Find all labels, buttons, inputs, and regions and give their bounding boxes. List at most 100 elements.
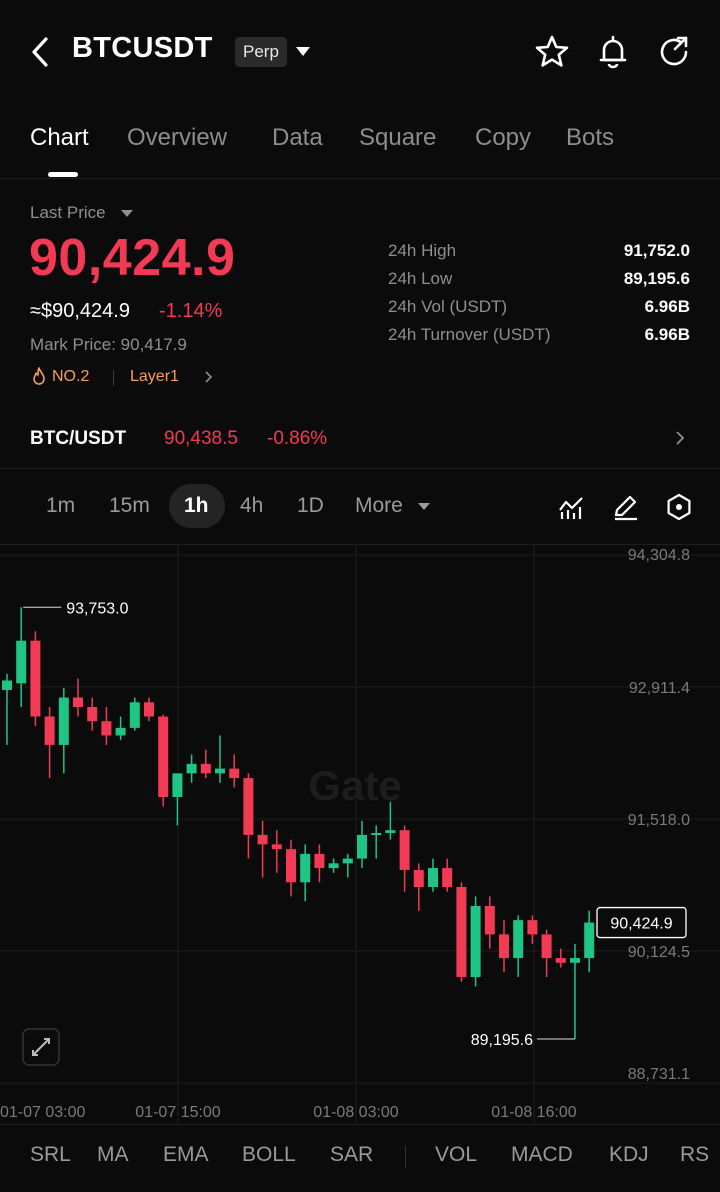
interval-15m[interactable]: 15m: [109, 494, 150, 517]
star-icon[interactable]: [534, 34, 570, 70]
indicator-srl[interactable]: SRL: [30, 1143, 71, 1166]
interval-1h[interactable]: 1h: [184, 494, 209, 517]
candle-body: [158, 716, 169, 798]
candle-body: [129, 702, 140, 728]
price-change: -1.14%: [159, 300, 223, 322]
contract-type-badge[interactable]: Perp: [235, 37, 287, 67]
stat-label: 24h High: [388, 241, 457, 260]
divider: [405, 1146, 406, 1168]
spot-pair[interactable]: BTC/USDT: [30, 428, 127, 449]
candle-body: [172, 773, 183, 798]
interval-4h[interactable]: 4h: [240, 494, 264, 517]
candle-body: [73, 697, 83, 708]
candle-body: [2, 680, 12, 690]
tab-data[interactable]: Data: [272, 124, 323, 151]
candle-body: [584, 922, 595, 959]
candle-body: [385, 830, 396, 834]
chevron-down-icon[interactable]: [418, 503, 430, 510]
spot-change[interactable]: -0.86%: [267, 428, 328, 449]
candle-body: [413, 869, 424, 888]
stat-label: 24h Turnover (USDT): [388, 325, 551, 344]
candle-body: [300, 853, 311, 883]
y-tick-label: 92,911.4: [629, 680, 690, 697]
draw-pencil-icon[interactable]: [611, 492, 641, 522]
indicator-kdj[interactable]: KDJ: [609, 1143, 649, 1166]
candle-body: [442, 868, 453, 888]
category-tag[interactable]: Layer1: [130, 368, 179, 385]
pair-title[interactable]: BTCUSDT: [72, 32, 213, 64]
indicator-macd[interactable]: MACD: [511, 1143, 573, 1166]
divider: [0, 468, 720, 469]
usd-price: ≈$90,424.9: [30, 300, 130, 322]
last-price-tag-label: 90,424.9: [610, 916, 672, 933]
candle-body: [186, 763, 197, 774]
tab-copy[interactable]: Copy: [475, 124, 532, 151]
x-tick-label: 01-08 03:00: [313, 1104, 399, 1121]
candle-body: [357, 834, 367, 859]
last-price-label[interactable]: Last Price: [30, 203, 106, 222]
indicator-ema[interactable]: EMA: [163, 1143, 209, 1166]
share-icon[interactable]: [656, 34, 692, 70]
chevron-right-icon[interactable]: [203, 371, 213, 383]
candle-body: [229, 768, 240, 779]
candle-body: [541, 934, 552, 959]
candle-body: [328, 863, 339, 869]
last-price: 90,424.9: [29, 229, 236, 287]
mark-price: Mark Price: 90,417.9: [30, 335, 187, 354]
candle-body: [87, 707, 98, 722]
candle-body: [314, 853, 325, 869]
candle-body: [144, 702, 154, 717]
watermark: Gate: [308, 762, 401, 809]
fire-icon: [33, 367, 45, 385]
indicator-vol[interactable]: VOL: [435, 1143, 478, 1166]
high-label: 93,753.0: [66, 600, 128, 617]
tab-chart[interactable]: Chart: [30, 124, 89, 151]
indicator-ma[interactable]: MA: [97, 1143, 129, 1166]
y-tick-label: 90,124.5: [628, 944, 690, 961]
rank-badge[interactable]: NO.2: [52, 368, 90, 385]
candle-body: [200, 763, 211, 774]
candle-body: [16, 640, 27, 684]
x-tick-label: 01-07 03:00: [0, 1104, 86, 1121]
divider: [0, 1124, 720, 1125]
interval-1m[interactable]: 1m: [46, 494, 76, 517]
candle-body: [399, 830, 410, 870]
back-arrow-icon[interactable]: [26, 34, 58, 70]
low-label: 89,195.6: [471, 1032, 533, 1049]
indicator-icon[interactable]: [556, 492, 586, 522]
candle-body: [101, 721, 112, 736]
candle-body: [243, 778, 254, 835]
spot-price[interactable]: 90,438.5: [164, 428, 238, 449]
chevron-down-icon[interactable]: [121, 210, 133, 217]
candle-body: [286, 849, 296, 883]
candle-body: [44, 716, 55, 745]
interval-1d[interactable]: 1D: [297, 494, 324, 517]
stat-label: 24h Vol (USDT): [388, 297, 508, 316]
candle-body: [371, 833, 382, 836]
candle-body: [58, 697, 69, 745]
candle-body: [271, 844, 282, 850]
interval-more[interactable]: More: [355, 494, 403, 517]
settings-hexagon-icon[interactable]: [664, 492, 694, 522]
chevron-right-icon[interactable]: [674, 430, 686, 446]
indicator-rsi[interactable]: RS: [680, 1143, 710, 1166]
bell-icon[interactable]: [595, 34, 631, 70]
indicator-boll[interactable]: BOLL: [242, 1143, 296, 1166]
candle-body: [555, 958, 566, 963]
chevron-down-icon[interactable]: [296, 47, 310, 56]
candle-body: [342, 858, 353, 864]
y-tick-label: 94,304.8: [628, 547, 690, 564]
tab-overview[interactable]: Overview: [127, 124, 228, 151]
y-tick-label: 88,731.1: [628, 1066, 690, 1083]
divider: [0, 178, 720, 179]
expand-icon[interactable]: [22, 1028, 60, 1066]
divider: [113, 370, 114, 386]
tab-bots[interactable]: Bots: [566, 124, 615, 151]
candlestick-chart[interactable]: Gate 94,304.8 92,911.4 91,518.0 90,124.5 88,…: [0, 545, 720, 1125]
indicator-sar[interactable]: SAR: [330, 1143, 374, 1166]
stat-value: 91,752.0: [623, 241, 690, 260]
tab-square[interactable]: Square: [359, 124, 437, 151]
y-tick-label: 91,518.0: [628, 812, 690, 829]
candle-body: [30, 640, 41, 717]
last-price-tag: [596, 906, 687, 939]
